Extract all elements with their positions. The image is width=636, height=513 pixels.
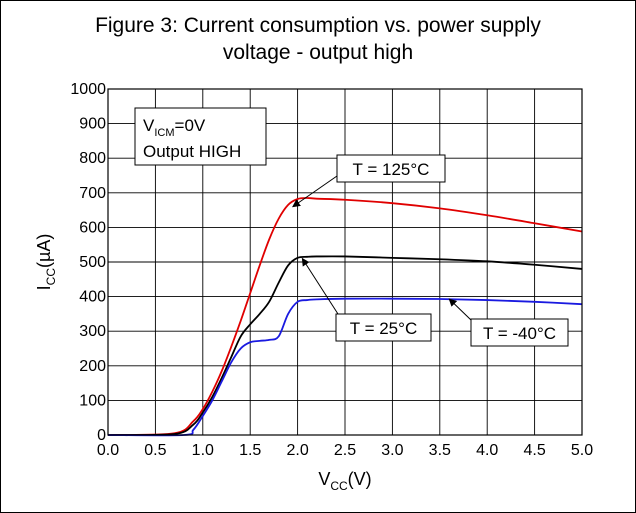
plot-area-border <box>107 88 583 436</box>
x-tick-label: 3.5 <box>429 442 451 459</box>
condition-vicm-value: =0V <box>175 116 206 135</box>
y-tick-label: 0 <box>97 427 106 444</box>
y-tick-label: 600 <box>79 219 106 236</box>
y-tick-label: 500 <box>79 254 106 271</box>
series-line-0 <box>107 197 583 436</box>
x-axis-label-main: V <box>318 469 330 489</box>
y-tick-label: 400 <box>79 289 106 306</box>
y-tick-label: 100 <box>79 392 106 409</box>
x-tick-label: 4.0 <box>476 442 498 459</box>
y-tick-label: 800 <box>79 150 106 167</box>
y-axis-label: ICC(µA) <box>34 234 58 291</box>
x-tick-label: 0.5 <box>144 442 166 459</box>
annotation-box <box>336 154 446 183</box>
x-tick-label: 4.5 <box>523 442 545 459</box>
y-axis-label-main: I <box>34 285 54 290</box>
condition-vicm-main: V <box>143 116 155 135</box>
x-tick-label: 1.0 <box>192 442 214 459</box>
y-tick-label: 700 <box>79 185 106 202</box>
series-line-1 <box>107 255 583 436</box>
condition-box-frame <box>134 107 267 166</box>
y-axis-label-sub: CC <box>44 268 58 286</box>
annotation-label: T = 125°C <box>353 160 430 179</box>
annotation-label: T = -40°C <box>483 324 556 343</box>
condition-box-line1: VICM=0V <box>143 116 206 139</box>
annotation-arrow <box>292 175 338 208</box>
x-tick-label: 2.5 <box>334 442 356 459</box>
annotation-arrow <box>448 298 472 321</box>
annotation-box <box>470 318 569 347</box>
y-tick-label: 300 <box>79 323 106 340</box>
condition-vicm-sub: ICM <box>154 127 174 139</box>
y-tick-label: 900 <box>79 116 106 133</box>
chart-title: Figure 3: Current consumption vs. power … <box>0 12 636 66</box>
x-tick-label: 1.5 <box>239 442 261 459</box>
condition-box-line2: Output HIGH <box>143 142 241 161</box>
chart-title-line2: voltage - output high <box>222 41 414 64</box>
series-lines <box>107 197 583 437</box>
x-tick-label: 5.0 <box>571 442 593 459</box>
chart-title-line1: Figure 3: Current consumption vs. power … <box>95 14 541 37</box>
series-line-2 <box>107 297 583 437</box>
y-axis-label-unit: (µA) <box>34 234 54 268</box>
annotation-arrow <box>301 257 339 315</box>
x-axis-label: VCC(V) <box>318 469 371 493</box>
x-axis-label-sub: CC <box>330 479 348 493</box>
x-tick-label: 3.0 <box>381 442 403 459</box>
annotation-box <box>335 313 432 342</box>
y-tick-label: 200 <box>79 358 106 375</box>
annotation-label: T = 25°C <box>350 319 417 338</box>
x-tick-label: 0.0 <box>97 442 119 459</box>
condition-box: VICM=0V Output HIGH <box>134 107 267 166</box>
x-tick-label: 2.0 <box>286 442 308 459</box>
y-tick-label: 1000 <box>70 81 106 98</box>
tick-labels: 0.0 0.5 1.0 1.5 2.0 2.5 3.0 3.5 4.0 4.5 5.0 0 100 200… <box>70 81 593 459</box>
x-axis-label-unit: (V) <box>348 469 372 489</box>
series-annotations: T = 125°C T = 25°C T = -40°C <box>292 154 569 347</box>
